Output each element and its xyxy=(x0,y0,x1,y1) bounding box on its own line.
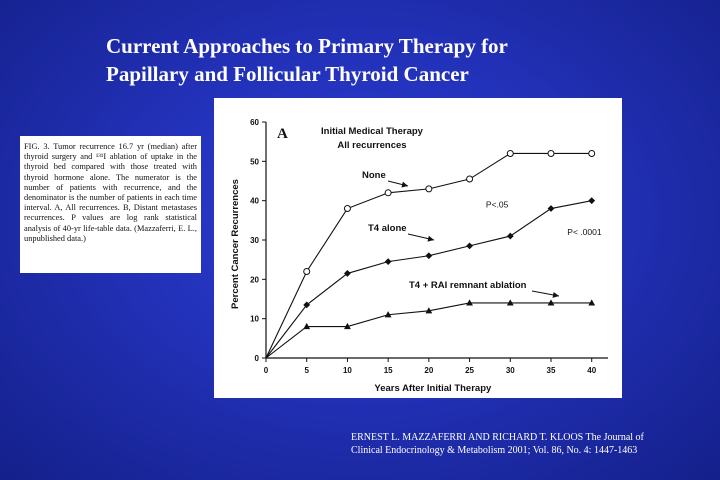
data-point-open-circle xyxy=(303,267,311,275)
data-point-diamond xyxy=(303,301,311,309)
series-label-0: None xyxy=(362,170,386,181)
series-label-2: T4 + RAI remnant ablation xyxy=(409,280,527,291)
data-point-open-circle xyxy=(466,175,474,183)
citation: ERNEST L. MAZZAFERRI AND RICHARD T. KLOO… xyxy=(351,431,696,457)
data-point-triangle xyxy=(547,299,555,306)
y-tick-label: 10 xyxy=(250,315,259,324)
x-tick-label: 15 xyxy=(384,366,393,375)
slide-title-line-2: Papillary and Follicular Thyroid Cancer xyxy=(106,62,469,86)
series-arrow-head-1 xyxy=(427,235,434,242)
p-value-annotation-1: P< .0001 xyxy=(567,227,602,237)
recurrence-line-chart: 0 10 20 30 40 50 60 0 5 10 15 20 25 30 35 40 Years After… xyxy=(230,118,608,394)
x-tick-label: 5 xyxy=(304,366,309,375)
x-tick-label: 40 xyxy=(587,366,596,375)
data-point-open-circle xyxy=(588,149,596,157)
data-point-triangle xyxy=(588,299,596,306)
y-tick-label: 60 xyxy=(250,118,259,127)
data-point-triangle xyxy=(425,307,433,314)
citation-line-1: ERNEST L. MAZZAFERRI AND RICHARD T. KLOO… xyxy=(351,432,644,443)
x-tick-label: 25 xyxy=(465,366,474,375)
figure-caption: FIG. 3. Tumor recurrence 16.7 yr (median… xyxy=(20,136,201,273)
data-point-diamond xyxy=(425,252,433,260)
data-point-triangle xyxy=(303,322,311,330)
data-point-open-circle xyxy=(425,185,433,193)
data-point-diamond xyxy=(344,270,351,277)
x-tick-label: 0 xyxy=(264,366,269,375)
series-label-1: T4 alone xyxy=(368,223,407,234)
chart-panel: 0 10 20 30 40 50 60 0 5 10 15 20 25 30 35 40 Years After… xyxy=(214,98,622,398)
data-point-diamond xyxy=(588,197,596,205)
panel-label: A xyxy=(277,126,288,142)
data-point-diamond xyxy=(547,205,555,212)
y-tick-label: 50 xyxy=(250,157,259,166)
data-point-triangle xyxy=(506,299,514,306)
data-point-diamond xyxy=(466,242,473,250)
data-point-open-circle xyxy=(384,189,392,197)
y-tick-label: 40 xyxy=(250,197,259,206)
series-arrow-head-2 xyxy=(552,291,559,298)
p-value-annotation-0: P<.05 xyxy=(486,200,509,210)
x-tick-label: 30 xyxy=(506,366,515,375)
data-point-diamond xyxy=(506,232,514,240)
y-axis-label: Percent Cancer Recurrences xyxy=(230,179,241,309)
data-point-triangle xyxy=(384,311,392,318)
chart-title: Initial Medical Therapy xyxy=(321,126,424,137)
y-tick-label: 20 xyxy=(250,275,259,284)
x-tick-label: 35 xyxy=(547,366,556,375)
slide-title-line-1: Current Approaches to Primary Therapy fo… xyxy=(106,34,508,58)
slide-title: Current Approaches to Primary Therapy fo… xyxy=(106,32,666,88)
y-tick-label: 30 xyxy=(250,236,259,245)
chart-subtitle: All recurrences xyxy=(337,140,406,151)
data-point-open-circle xyxy=(506,149,514,157)
y-tick-label: 0 xyxy=(255,354,260,363)
data-point-open-circle xyxy=(547,149,555,157)
series-arrow-head-0 xyxy=(401,181,408,188)
x-axis-label: Years After Initial Therapy xyxy=(374,383,492,394)
data-point-diamond xyxy=(384,258,392,266)
data-point-triangle xyxy=(344,322,351,330)
x-tick-label: 10 xyxy=(343,366,352,375)
citation-line-2: Clinical Endocrinology & Metabolism 2001… xyxy=(351,445,638,456)
x-tick-label: 20 xyxy=(424,366,433,375)
figure-caption-text: FIG. 3. Tumor recurrence 16.7 yr (median… xyxy=(24,142,197,243)
data-point-open-circle xyxy=(343,205,351,213)
data-point-triangle xyxy=(466,299,473,306)
